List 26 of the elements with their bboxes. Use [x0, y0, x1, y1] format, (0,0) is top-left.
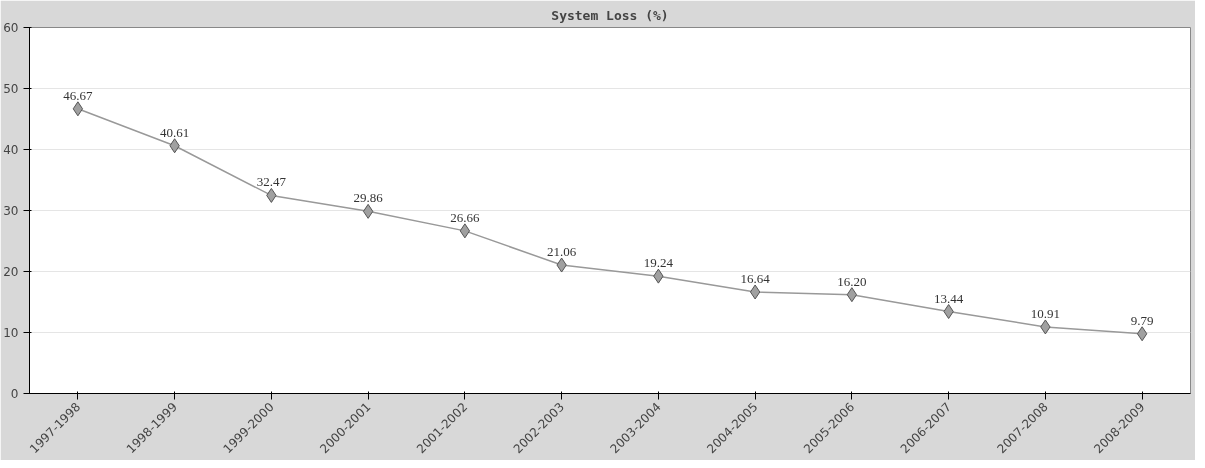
data-label: 29.86 [353, 190, 384, 206]
y-tick-label: 50 [3, 82, 19, 96]
chart-title: System Loss (%) [551, 7, 669, 23]
point [72, 101, 84, 117]
data-label: 26.66 [450, 209, 480, 225]
data-label: 9.79 [1130, 312, 1154, 328]
data-label: 16.64 [740, 271, 771, 286]
y-tick-label: 60 [3, 21, 19, 35]
point [749, 284, 761, 300]
data-label: 10.91 [1030, 305, 1060, 321]
y-tick-label: 10 [3, 326, 19, 340]
y-tick-label: 30 [3, 204, 19, 218]
data-label: 32.47 [256, 174, 287, 190]
data-label: 13.44 [934, 290, 964, 306]
data-label: 19.24 [643, 255, 674, 271]
point [846, 287, 858, 303]
point [1136, 326, 1148, 342]
point [459, 223, 471, 239]
y-tick-label: 40 [3, 143, 19, 157]
data-label: 16.20 [837, 273, 867, 289]
data-label: 21.06 [547, 244, 577, 260]
data-label: 46.67 [63, 87, 93, 103]
data-label: 40.61 [160, 124, 190, 140]
point [362, 203, 374, 219]
y-tick-label: 20 [3, 265, 19, 279]
y-tick-label: 0 [10, 387, 19, 401]
